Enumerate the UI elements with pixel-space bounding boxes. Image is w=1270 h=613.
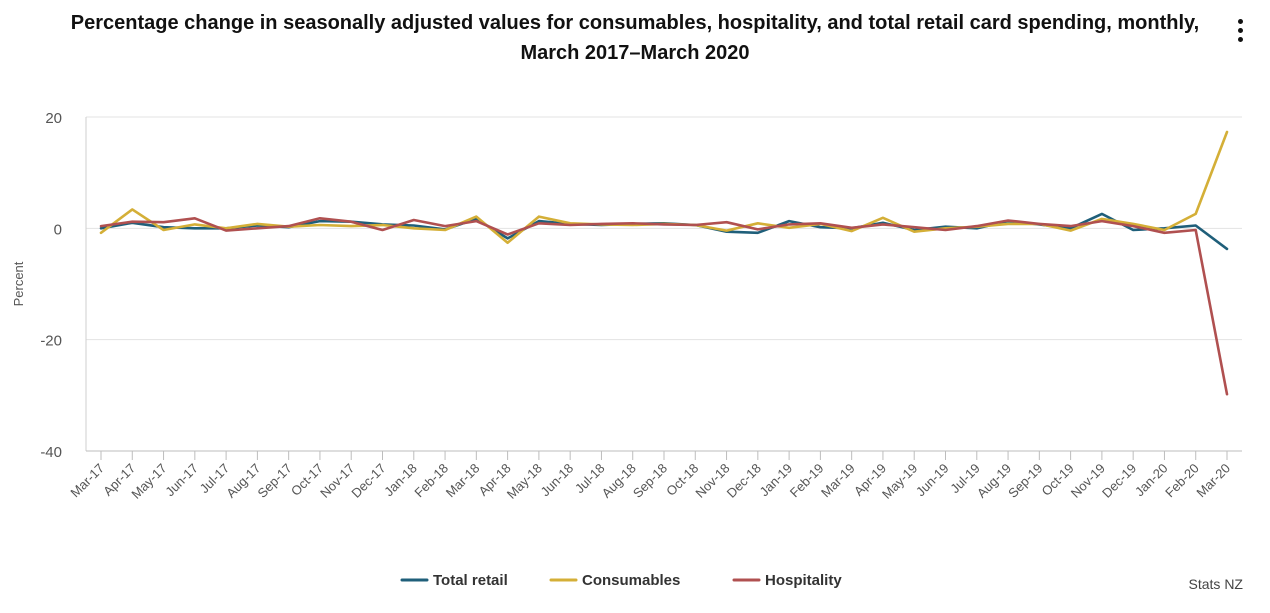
legend-label: Consumables [582, 572, 680, 589]
x-tick-label: Nov-17 [317, 461, 357, 501]
x-tick-label: May-18 [504, 461, 545, 502]
x-tick-label: Feb-18 [411, 461, 451, 501]
x-tick-label: Dec-17 [348, 461, 388, 501]
x-tick-label: Jun-19 [913, 461, 952, 500]
x-tick-label: Sep-18 [630, 461, 670, 501]
x-tick-label: Aug-19 [974, 461, 1014, 501]
x-tick-label: Mar-17 [67, 461, 107, 501]
y-tick-label: 20 [45, 110, 62, 127]
series-line-hospitality [99, 217, 1229, 396]
x-tick-label: May-19 [879, 461, 920, 502]
x-tick-label: Nov-18 [692, 461, 732, 501]
more-vertical-icon [1237, 18, 1243, 24]
x-tick-label: Jun-17 [162, 461, 201, 500]
x-tick-label: Dec-18 [724, 461, 764, 501]
x-tick-label: Aug-17 [223, 461, 263, 501]
x-tick-label: Aug-18 [599, 461, 639, 501]
legend-item[interactable]: Consumables [549, 572, 680, 589]
x-tick-label: Mar-20 [1193, 461, 1233, 501]
y-tick-label: -40 [40, 444, 62, 461]
x-tick-label: Mar-19 [818, 461, 858, 501]
y-axis-title: Percent [11, 261, 26, 306]
x-tick-label: May-17 [128, 461, 169, 502]
chart-credit[interactable]: Stats NZ [1188, 576, 1243, 592]
chart-menu-button[interactable] [1228, 12, 1252, 48]
x-tick-label: Mar-18 [443, 461, 483, 501]
x-tick-label: Feb-20 [1162, 461, 1202, 501]
x-tick-label: Nov-19 [1068, 461, 1108, 501]
x-tick-label: Feb-19 [787, 461, 827, 501]
legend-item[interactable]: Hospitality [732, 572, 842, 589]
x-tick-label: Sep-19 [1005, 461, 1045, 501]
chart-title: Percentage change in seasonally adjusted… [70, 12, 1200, 64]
legend-label: Total retail [433, 572, 508, 589]
x-tick-label: Sep-17 [255, 461, 295, 501]
x-tick-label: Jun-18 [538, 461, 577, 500]
legend-label: Hospitality [765, 572, 842, 589]
y-tick-label: -20 [40, 333, 62, 350]
legend-item[interactable]: Total retail [400, 572, 508, 589]
y-tick-label: 0 [54, 221, 62, 238]
x-tick-label: Dec-19 [1099, 461, 1139, 501]
series-line-total-retail [99, 212, 1229, 251]
